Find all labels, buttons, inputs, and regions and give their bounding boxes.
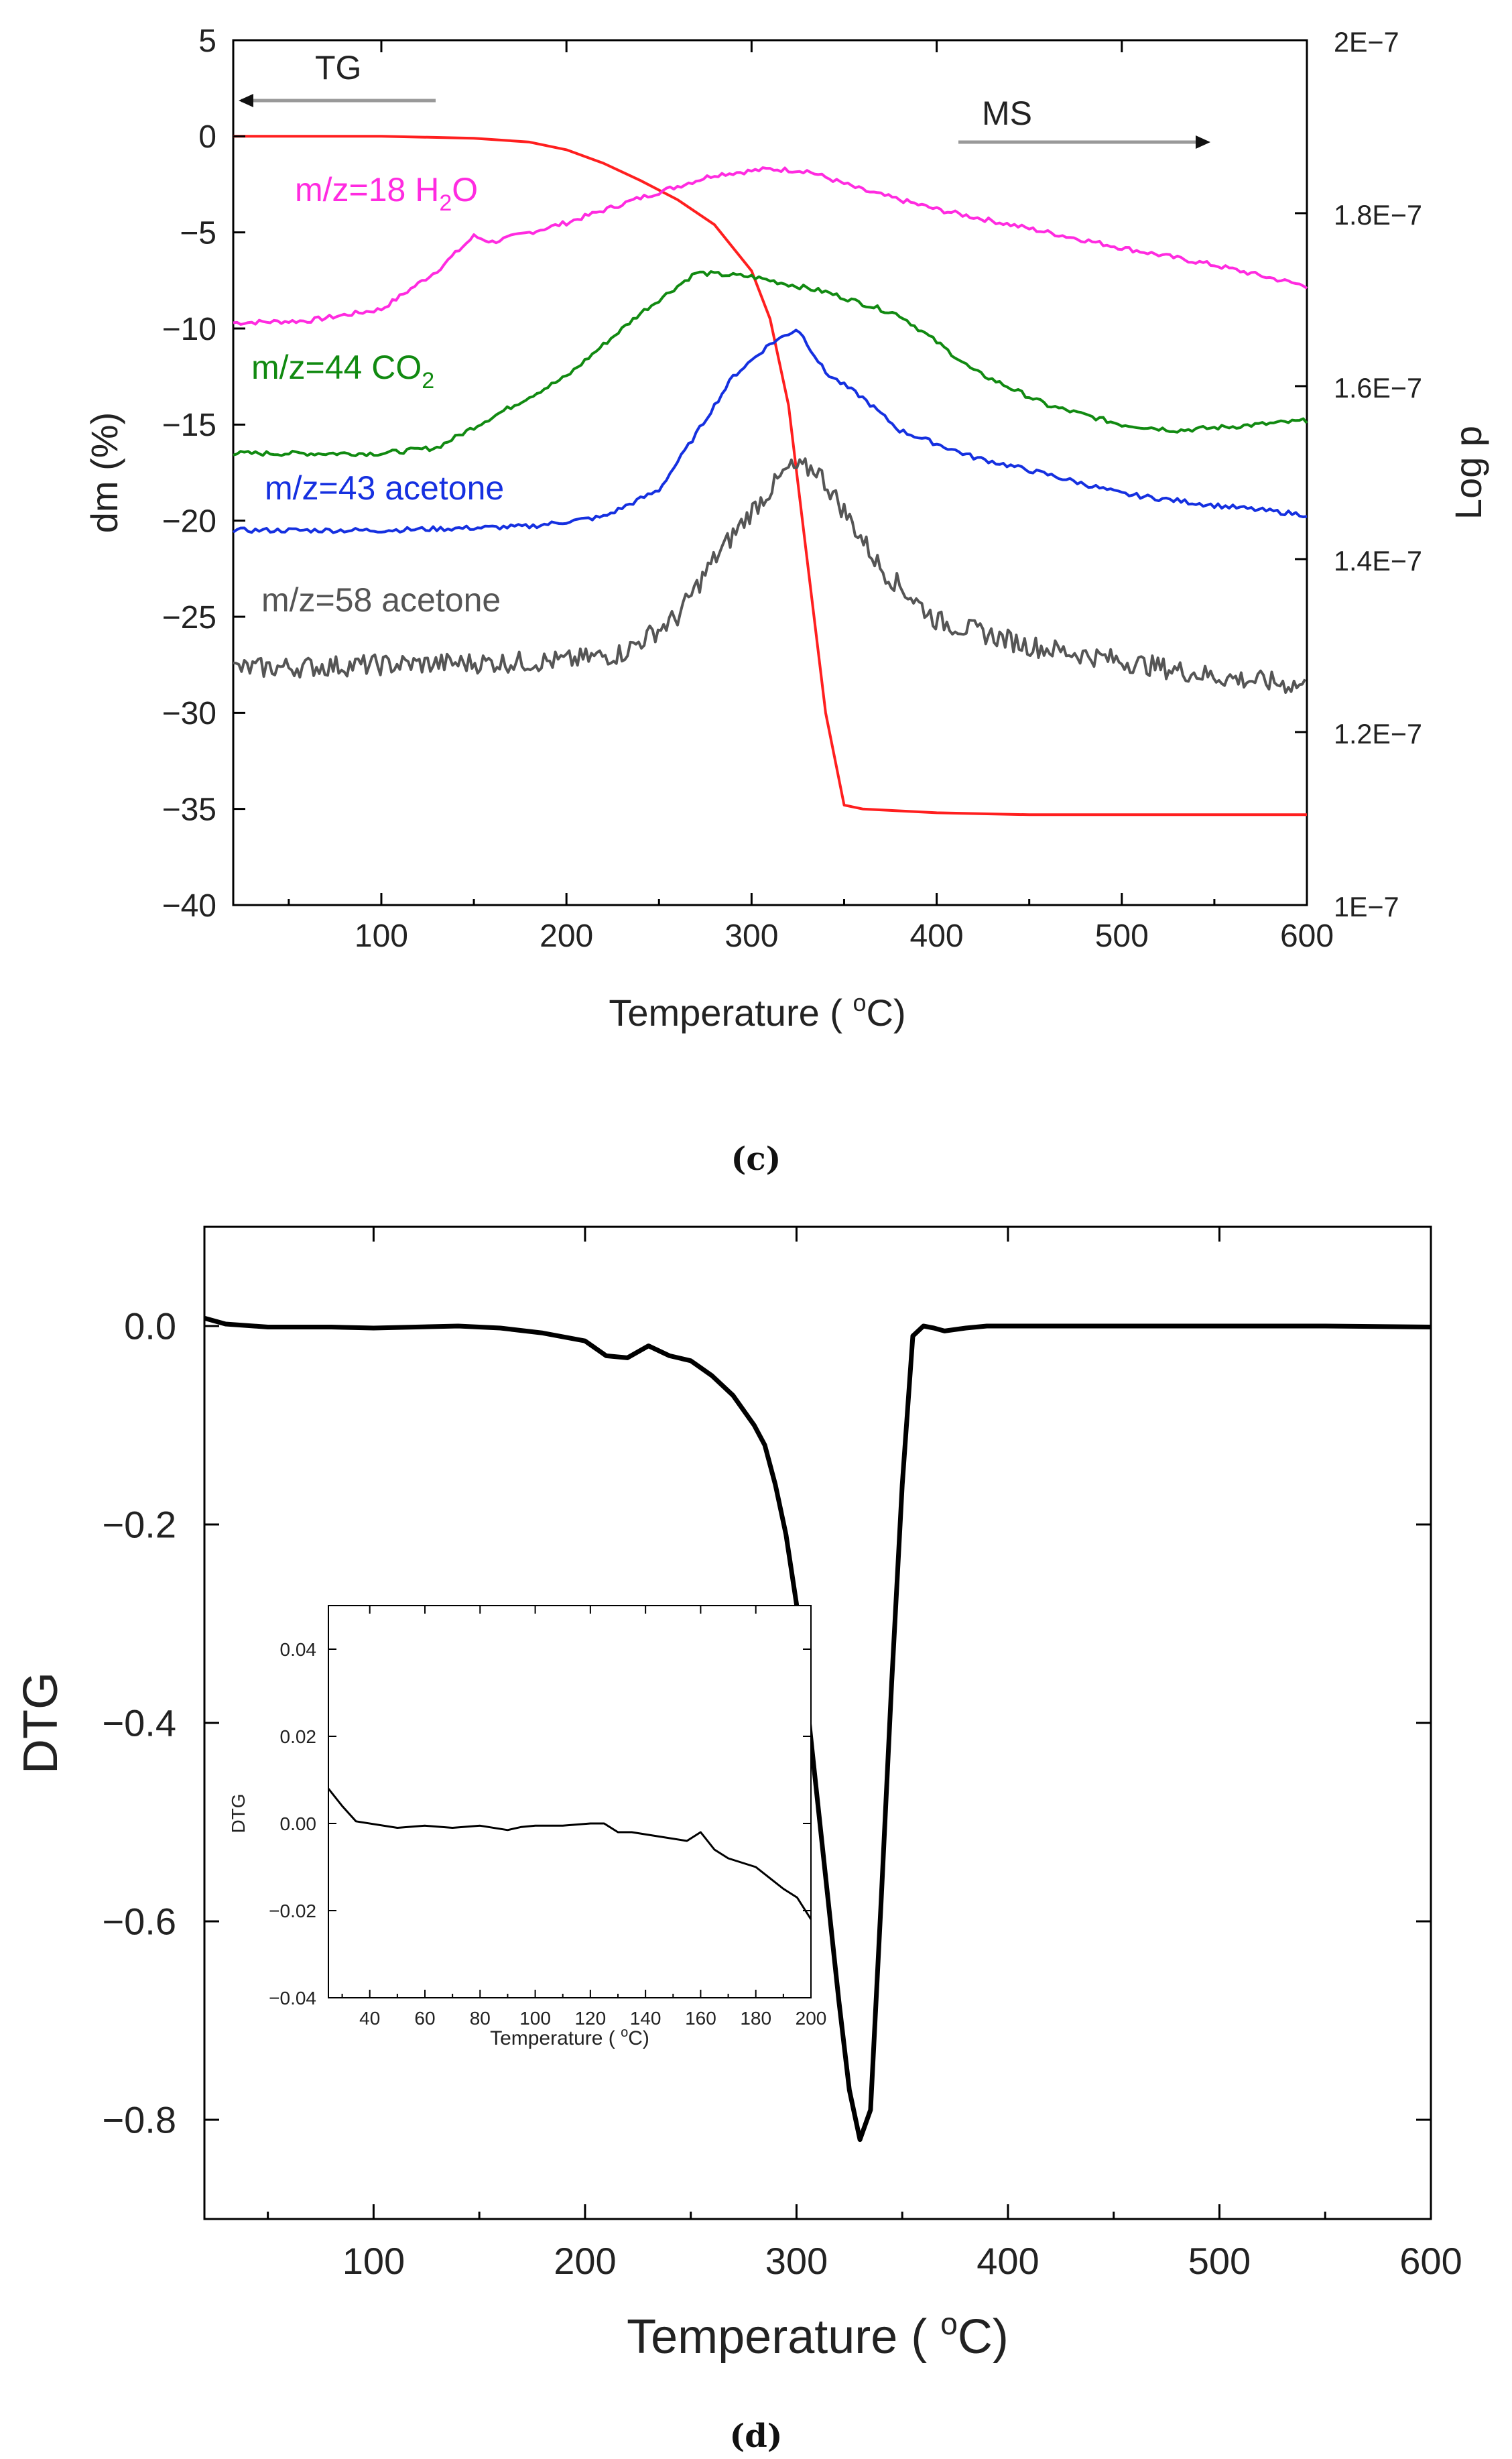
x-tick-label: 600 [1280, 918, 1334, 954]
plot-c-axes: 100 200 300 400 500 600 5 0 −5 −10 −15 −20 −25 −30 −35… [162, 23, 1422, 954]
y-tick-label: −5 [180, 215, 216, 251]
label-acetone-58: m/z=58 acetone [261, 581, 501, 619]
y-tick-label: −15 [162, 408, 216, 443]
y-tick-label: −0.6 [102, 1901, 176, 1943]
y-tick-label: −20 [162, 503, 216, 539]
x-tick-label: 600 [1399, 2240, 1462, 2282]
plot-c-series [232, 135, 1308, 817]
x-tick-label: 100 [519, 2008, 551, 2029]
label-acetone-43: m/z=43 acetone [265, 469, 504, 507]
plot-d-x-axis-title: Temperature ( oC) [627, 2306, 1009, 2364]
y-tick-label: −0.8 [102, 2099, 176, 2141]
series-line-m-z-18-h2o [233, 166, 1308, 326]
y-tick-label: 0.02 [280, 1726, 317, 1747]
x-tick-label: 400 [976, 2240, 1039, 2282]
series-line-dtg [204, 1315, 1432, 2143]
plot-d-axes: 100 200 300 400 500 600 0.0 −0.2 −0.4 −0.6 −0.8 [102, 1227, 1462, 2282]
plot-c-y-axis-title-right: Log p [1447, 426, 1489, 520]
y-tick-label: 0.00 [280, 1813, 317, 1834]
panel-label-c: (c) [731, 1140, 781, 1178]
series-line-m-z-58-acetone [233, 457, 1306, 694]
plot-d-y-axis-title: DTG [14, 1672, 68, 1774]
y-right-tick-label: 1.4E−7 [1334, 546, 1422, 577]
x-tick-label: 100 [355, 918, 408, 954]
y-tick-label: 0 [198, 119, 216, 155]
annotation-tg-arrowhead [239, 94, 253, 107]
series-line-m-z-44-co2 [233, 270, 1308, 457]
inset-axes: 40 60 80 100 120 140 160 180 200 0.04 0.02 0.00 −0.0… [269, 1606, 826, 2029]
x-tick-label: 200 [540, 918, 593, 954]
x-tick-label: 100 [342, 2240, 405, 2282]
y-tick-label: −40 [162, 888, 216, 924]
plot-c-frame [232, 39, 1308, 906]
x-tick-label: 300 [724, 918, 778, 954]
y-tick-label: 5 [198, 23, 216, 59]
plot-c-y-axis-title-left: dm (%) [83, 412, 125, 533]
series-line-m-z-43-acetone [232, 328, 1308, 534]
x-tick-label: 200 [554, 2240, 616, 2282]
series-line-dtg-inset [327, 1788, 812, 1920]
annotation-ms: MS [982, 95, 1032, 132]
inset-series [327, 1788, 812, 1920]
x-tick-label: 140 [630, 2008, 662, 2029]
inset-x-axis-title: Temperature ( oC) [490, 2025, 649, 2049]
y-tick-label: 0.04 [280, 1639, 317, 1660]
y-right-tick-label: 2E−7 [1334, 27, 1399, 58]
x-tick-label: 180 [740, 2008, 771, 2029]
panel-c: 100 200 300 400 500 600 5 0 −5 −10 −15 −20 −25 −30 −35… [83, 23, 1489, 1178]
series-line-tg [233, 135, 1307, 817]
y-tick-label: −25 [162, 600, 216, 636]
x-tick-label: 200 [796, 2008, 827, 2029]
inset-y-axis-title: DTG [228, 1793, 249, 1833]
x-tick-label: 500 [1095, 918, 1149, 954]
x-tick-label: 120 [574, 2008, 606, 2029]
x-tick-label: 500 [1188, 2240, 1251, 2282]
inset-frame [328, 1605, 812, 1998]
y-tick-label: −10 [162, 312, 216, 347]
x-tick-label: 300 [765, 2240, 828, 2282]
x-tick-label: 60 [414, 2008, 435, 2029]
y-right-tick-label: 1.2E−7 [1334, 719, 1422, 749]
label-co2: m/z=44 CO2 [251, 349, 434, 394]
plot-c-x-axis-title: Temperature ( oC) [609, 989, 905, 1034]
panel-label-d: (d) [730, 2417, 783, 2455]
y-right-tick-label: 1E−7 [1334, 892, 1399, 922]
y-right-tick-label: 1.8E−7 [1334, 200, 1422, 231]
x-tick-label: 40 [359, 2008, 380, 2029]
y-tick-label: −0.02 [269, 1901, 316, 1921]
y-tick-label: −0.2 [102, 1504, 176, 1546]
y-tick-label: 0.0 [124, 1305, 176, 1347]
panel-d: 100 200 300 400 500 600 0.0 −0.2 −0.4 −0.6 −0.8 Te… [14, 1225, 1462, 2455]
y-tick-label: −35 [162, 792, 216, 827]
annotation-tg: TG [315, 49, 361, 86]
label-h2o: m/z=18 H2O [295, 171, 478, 216]
y-tick-label: −30 [162, 696, 216, 731]
y-tick-label: −0.04 [269, 1988, 316, 2008]
y-right-tick-label: 1.6E−7 [1334, 373, 1422, 404]
plot-d-series [204, 1315, 1432, 2143]
annotation-ms-arrowhead [1196, 135, 1210, 149]
x-tick-label: 160 [685, 2008, 716, 2029]
x-tick-label: 80 [470, 2008, 491, 2029]
y-tick-label: −0.4 [102, 1702, 176, 1744]
x-tick-label: 400 [910, 918, 964, 954]
